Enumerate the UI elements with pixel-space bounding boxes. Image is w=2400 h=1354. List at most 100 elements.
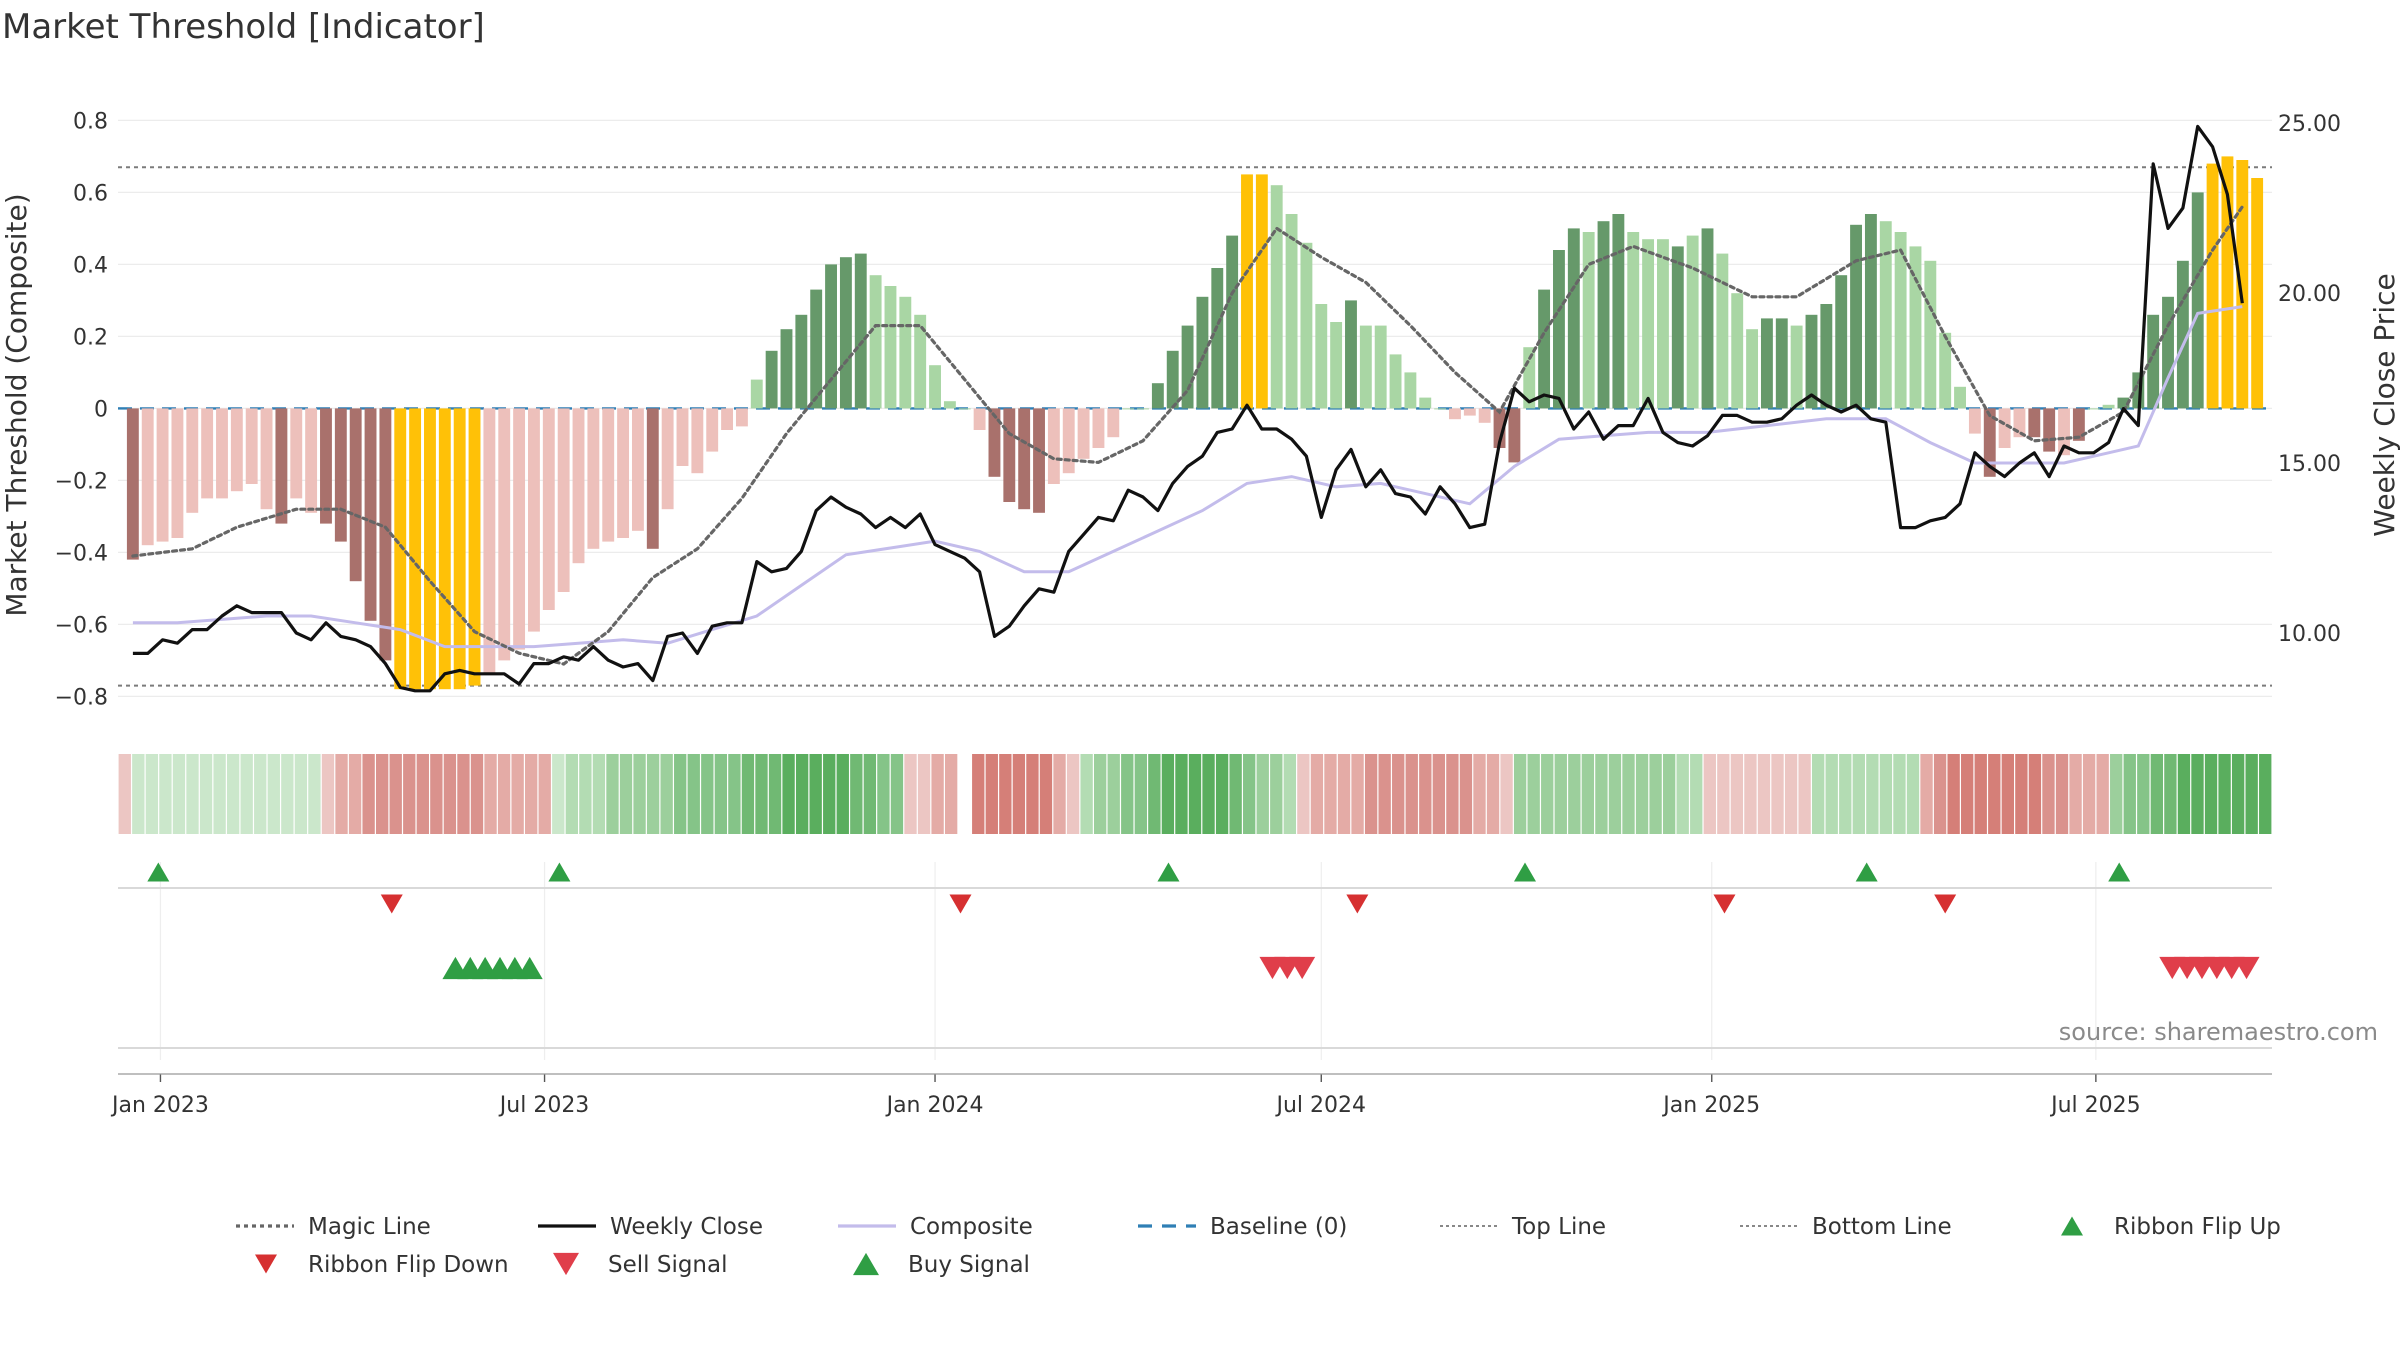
composite-bar [1092,408,1105,448]
composite-bar [750,379,763,409]
ribbon-cell [1215,754,1229,834]
legend-item: Bottom Line [1740,1214,1952,1240]
ribbon-cell [619,754,633,834]
ribbon-cell [606,754,619,834]
composite-bar [1181,325,1194,409]
ribbon-cell [1690,754,1703,834]
composite-bar [1582,232,1595,409]
legend-label: Top Line [1511,1214,1606,1240]
composite-bar [676,408,689,466]
composite-bar [1374,325,1387,409]
ribbon-cell [999,754,1012,834]
ribbon-cell [321,754,335,834]
ribbon-cell [1811,754,1825,834]
ribbon-cell [890,754,904,834]
composite-bar [1686,235,1699,409]
ribbon-cell [1093,754,1107,834]
ribbon-cell [172,754,186,834]
ribbon-cell [1107,754,1120,834]
ribbon-cell [1500,754,1513,834]
ribbon-cell [1405,754,1418,834]
composite-bar [1939,332,1952,409]
composite-bar [2236,160,2249,409]
ribbon-cell [335,754,348,834]
ribbon-cell [430,754,443,834]
legend-swatch [2061,1216,2083,1236]
ribbon-cell [2123,754,2136,834]
composite-bar [884,286,897,409]
sell-signal-marker [1289,956,1316,980]
ribbon-cell [1161,754,1175,834]
ribbon-cell [1419,754,1432,834]
composite-bar [126,408,139,560]
ribbon-cell [1866,754,1879,834]
composite-bar [1612,214,1625,409]
ribbon-cell [1879,754,1893,834]
composite-bar [1107,408,1120,438]
ribbon-cell [240,754,253,834]
ribbon-cell [782,754,795,834]
ribbon-cell [1310,754,1324,834]
ribbon-cell [2137,754,2150,834]
legend-item: Ribbon Flip Down [255,1252,509,1278]
ribbon-cell [1649,754,1662,834]
composite-bar [468,408,481,686]
composite-bar [1389,354,1402,409]
ribbon-cell [2055,754,2069,834]
composite-bar [735,408,748,427]
composite-bar [1003,408,1016,502]
ribbon-cell [877,754,890,834]
ribbon-cell [118,754,131,834]
ribbon-cell [1351,754,1364,834]
ribbon-cell [2218,754,2231,834]
composite-bar [1746,329,1759,409]
composite-bar [424,408,436,690]
composite-bar [587,408,600,549]
ribbon-cell [443,754,457,834]
ribbon-cell [1026,754,1039,834]
composite-bar [216,408,228,499]
ribbon-cell [972,754,985,834]
composite-bar [1196,296,1209,409]
x-tick-label: Jul 2025 [2049,1093,2141,1118]
ribbon-cell [674,754,687,834]
ribbon-cell [389,754,402,834]
composite-bar [2087,408,2100,410]
y-tick-left: 0.6 [73,181,108,206]
ribbon-cell [904,754,917,834]
ribbon-cell [1175,754,1188,834]
composite-bar [201,408,214,499]
ribbon-cell [497,754,511,834]
ribbon-cell [1798,754,1811,834]
legend-item: Buy Signal [853,1252,1030,1278]
ribbon-cell [267,754,280,834]
source-credit: source: sharemaestro.com [2059,1018,2378,1046]
composite-bar [765,350,778,409]
composite-bar [1805,314,1818,409]
sell-signal-marker [2233,956,2260,980]
legend-item: Sell Signal [553,1252,728,1278]
ribbon-cell [728,754,741,834]
composite-bar [2072,408,2085,441]
composite-bar [661,408,674,510]
composite-bar [706,408,719,452]
y-tick-left: −0.4 [55,541,108,566]
x-tick-label: Jul 2024 [1275,1093,1367,1118]
ribbon-cell [2150,754,2164,834]
ribbon-cell [1337,754,1351,834]
composite-bar [1345,300,1357,409]
composite-bar [1033,408,1045,513]
composite-bar [2028,408,2041,438]
composite-bar [1270,185,1283,409]
signal-panels [118,862,2272,1049]
legend-label: Ribbon Flip Down [308,1252,509,1278]
composite-bar [394,408,407,690]
composite-bar [795,314,808,409]
ribbon-cell [484,754,497,834]
ribbon-cell [917,754,931,834]
ribbon-flip-up-marker [2108,862,2131,882]
ribbon-cell [1988,754,2001,834]
ribbon-cell [362,754,375,834]
ribbon-cell [1256,754,1269,834]
ribbon-cell [1270,754,1283,834]
